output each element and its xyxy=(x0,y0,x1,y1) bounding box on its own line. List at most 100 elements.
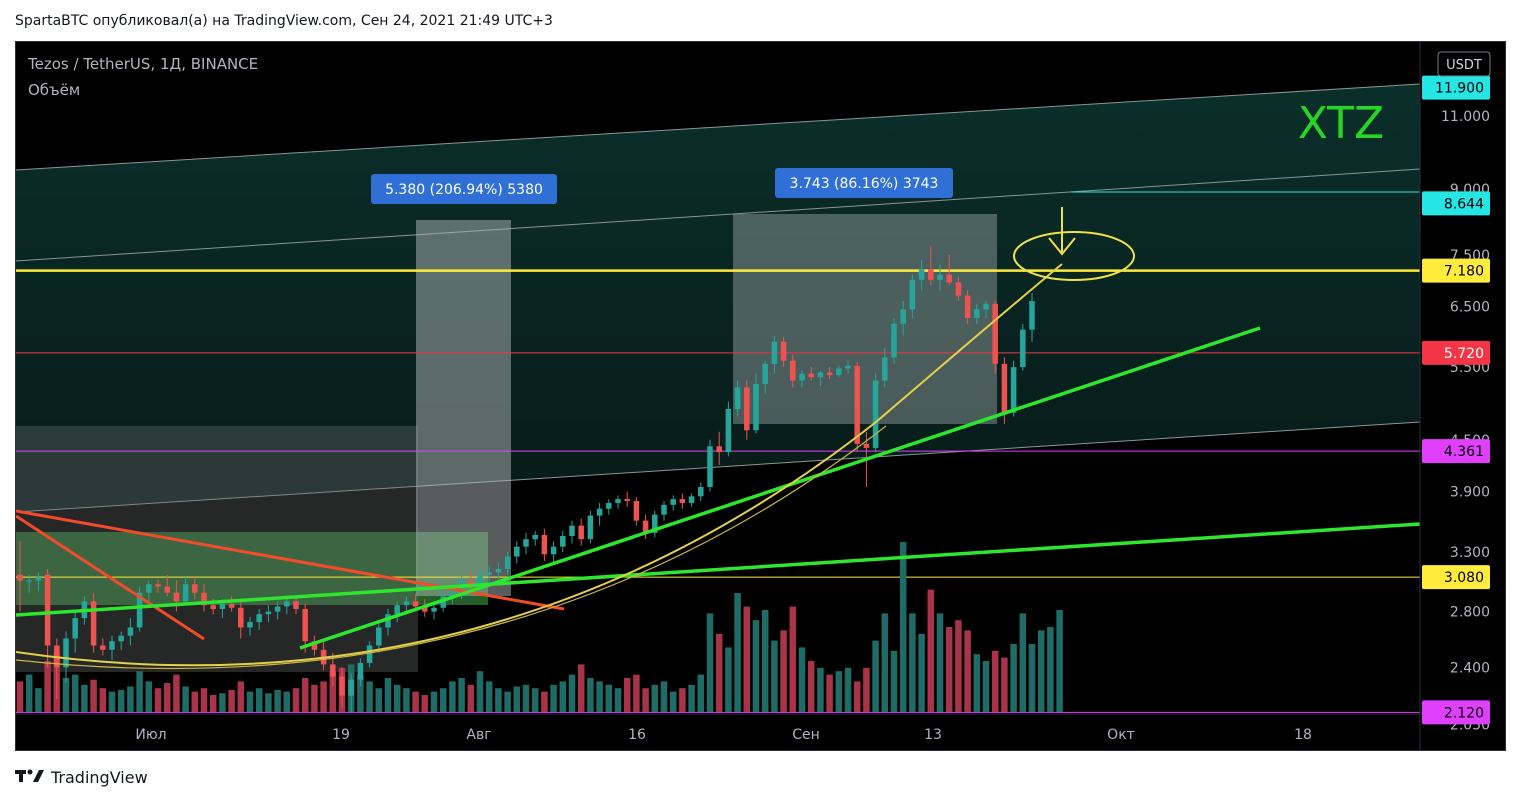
candle[interactable] xyxy=(771,335,778,374)
candle[interactable] xyxy=(882,347,888,388)
candle[interactable] xyxy=(569,520,575,544)
candle[interactable] xyxy=(606,499,612,515)
candle[interactable] xyxy=(274,601,281,620)
candle[interactable] xyxy=(348,673,354,713)
candle[interactable] xyxy=(928,245,934,286)
parabolic-curve[interactable] xyxy=(16,263,1063,667)
candle[interactable] xyxy=(284,596,290,615)
symbol-title[interactable]: Tezos / TetherUS, 1Д, BINANCE xyxy=(27,55,258,73)
candle[interactable] xyxy=(909,274,916,318)
candle[interactable] xyxy=(247,616,253,636)
candle[interactable] xyxy=(964,290,971,324)
candle[interactable] xyxy=(670,495,676,511)
candle[interactable] xyxy=(578,518,584,546)
candle[interactable] xyxy=(734,380,741,417)
candle[interactable] xyxy=(836,365,842,378)
long-support-line[interactable] xyxy=(16,522,1421,617)
channel-mid-line[interactable] xyxy=(16,168,1421,262)
candle[interactable] xyxy=(182,577,189,606)
currency-badge[interactable]: USDT xyxy=(1437,51,1491,77)
candle[interactable] xyxy=(385,609,391,636)
candle[interactable] xyxy=(90,592,97,653)
measure-box-2[interactable] xyxy=(733,214,997,424)
candle[interactable] xyxy=(17,541,23,612)
candle[interactable] xyxy=(1029,292,1035,342)
candle[interactable] xyxy=(357,658,364,686)
candle[interactable] xyxy=(155,579,161,593)
candle[interactable] xyxy=(376,622,382,653)
candle[interactable] xyxy=(100,638,106,656)
candle[interactable] xyxy=(753,373,759,434)
candle[interactable] xyxy=(1020,323,1026,371)
candle[interactable] xyxy=(808,367,814,381)
candle[interactable] xyxy=(164,574,170,597)
candle[interactable] xyxy=(679,493,686,509)
candle[interactable] xyxy=(937,264,943,291)
volume-legend[interactable]: Объём xyxy=(28,81,80,99)
candle[interactable] xyxy=(716,431,722,465)
candle[interactable] xyxy=(339,667,345,708)
candle[interactable] xyxy=(587,510,594,544)
candle[interactable] xyxy=(799,370,805,388)
candle[interactable] xyxy=(992,301,998,374)
candle[interactable] xyxy=(652,510,658,538)
candle[interactable] xyxy=(560,530,566,553)
candle[interactable] xyxy=(946,254,952,286)
candle[interactable] xyxy=(826,367,833,380)
candle[interactable] xyxy=(118,631,124,650)
measure-box-1[interactable] xyxy=(416,220,511,596)
candle[interactable] xyxy=(1010,360,1017,417)
candle[interactable] xyxy=(504,552,511,575)
measure-label-2[interactable]: 3.743 (86.16%) 3743 xyxy=(775,168,953,198)
price-tag[interactable]: 8.644 xyxy=(1422,191,1490,216)
candle[interactable] xyxy=(955,277,962,302)
candle[interactable] xyxy=(541,528,548,561)
candle[interactable] xyxy=(688,493,695,507)
mid-support-line[interactable] xyxy=(299,326,1261,650)
candle[interactable] xyxy=(845,360,851,374)
downtrend-line-2[interactable] xyxy=(16,514,205,641)
candle[interactable] xyxy=(661,501,667,521)
target-circle[interactable] xyxy=(1013,231,1135,281)
candle[interactable] xyxy=(109,635,115,660)
candle[interactable] xyxy=(192,577,198,599)
candle[interactable] xyxy=(35,572,42,592)
candle[interactable] xyxy=(615,495,621,509)
candle[interactable] xyxy=(550,541,557,564)
candle[interactable] xyxy=(698,482,704,502)
candle[interactable] xyxy=(872,373,879,453)
candle[interactable] xyxy=(762,360,768,395)
measure-label-1[interactable]: 5.380 (206.94%) 5380 xyxy=(371,174,557,204)
candle[interactable] xyxy=(394,601,400,623)
candle[interactable] xyxy=(983,301,989,318)
candle[interactable] xyxy=(495,563,502,580)
candle[interactable] xyxy=(891,317,897,364)
candle[interactable] xyxy=(127,618,134,646)
candle[interactable] xyxy=(366,641,373,668)
price-tag[interactable]: 7.180 xyxy=(1422,258,1490,283)
candle[interactable] xyxy=(63,631,69,683)
parabolic-curve-inner[interactable] xyxy=(16,425,887,670)
price-tag[interactable]: 4.361 xyxy=(1422,439,1490,464)
candle[interactable] xyxy=(707,439,713,492)
candle[interactable] xyxy=(918,259,925,291)
candle[interactable] xyxy=(633,497,640,526)
tradingview-footer[interactable]: TradingView xyxy=(15,768,148,787)
channel-upper-line[interactable] xyxy=(16,83,1421,171)
candle[interactable] xyxy=(265,605,272,623)
candle[interactable] xyxy=(486,565,492,585)
candle[interactable] xyxy=(523,532,529,555)
candle[interactable] xyxy=(201,584,207,612)
candle[interactable] xyxy=(468,568,474,593)
candle[interactable] xyxy=(790,354,796,388)
candle[interactable] xyxy=(173,580,180,612)
candle[interactable] xyxy=(256,609,262,631)
candle[interactable] xyxy=(72,611,78,653)
price-chart[interactable]: 5.380 (206.94%) 5380 3.743 (86.16%) 3743… xyxy=(16,42,1505,750)
candle[interactable] xyxy=(780,336,787,368)
candle[interactable] xyxy=(146,580,152,606)
candle[interactable] xyxy=(228,596,235,612)
price-tag[interactable]: 11.900 xyxy=(1422,75,1490,100)
price-tag[interactable]: 2.120 xyxy=(1422,700,1490,725)
candle[interactable] xyxy=(624,491,630,507)
